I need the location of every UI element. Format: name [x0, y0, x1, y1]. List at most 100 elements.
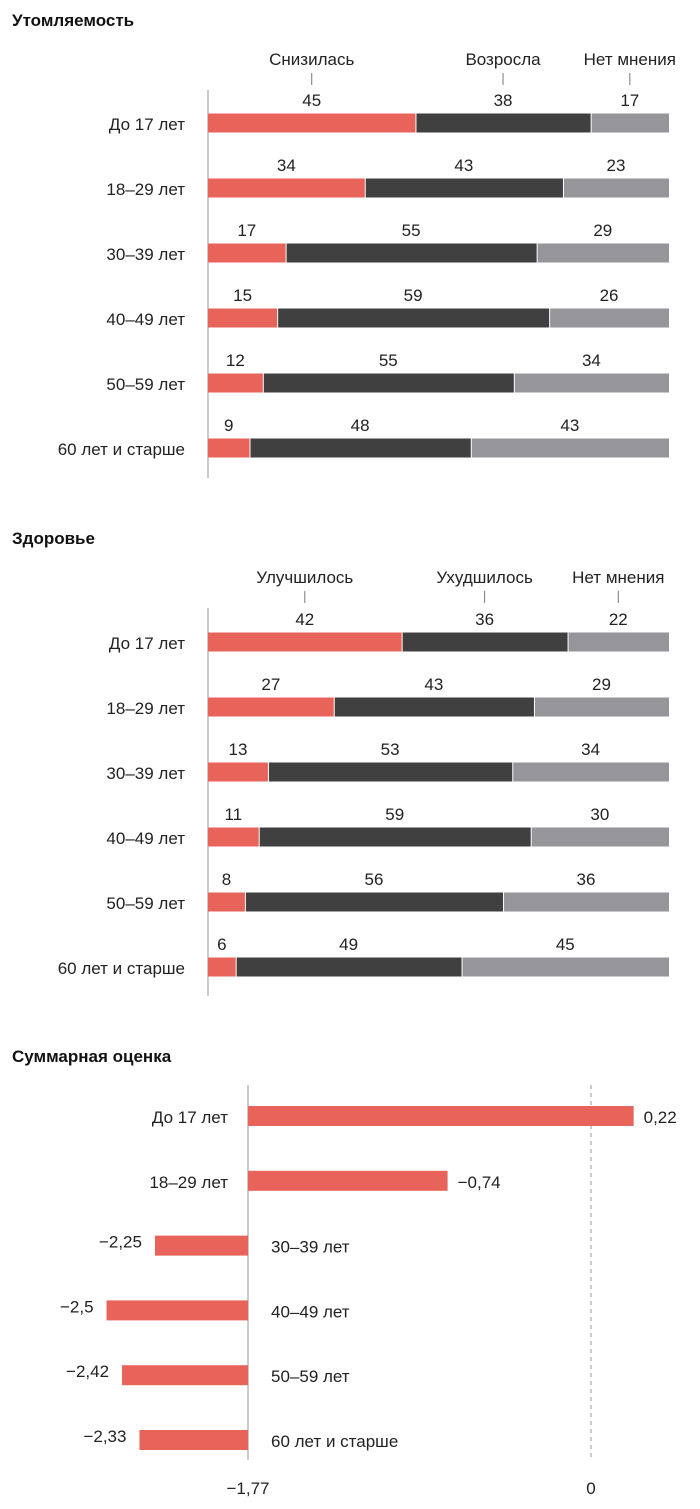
bar-segment-negative — [250, 438, 471, 458]
bar-segment-positive — [208, 373, 263, 393]
category-label: До 17 лет — [109, 634, 185, 653]
bar-segment-positive — [208, 308, 278, 328]
bar-segment-negative — [286, 243, 537, 263]
value-label: 53 — [381, 740, 400, 759]
category-label: 18–29 лет — [106, 699, 185, 718]
value-label: 43 — [424, 675, 443, 694]
value-label: 8 — [222, 870, 231, 889]
category-label: 30–39 лет — [106, 245, 185, 264]
summary-bar — [139, 1430, 248, 1450]
value-label: 56 — [364, 870, 383, 889]
bar-segment-positive — [208, 892, 245, 912]
value-label: −2,33 — [83, 1427, 126, 1446]
bar-segment-positive — [208, 438, 250, 458]
bar-segment-no-opinion — [534, 697, 669, 717]
legend-label: Улучшилось — [256, 568, 353, 587]
value-label: 36 — [475, 610, 494, 629]
category-label: 60 лет и старше — [271, 1432, 398, 1451]
summary-bar — [122, 1365, 248, 1386]
value-label: 26 — [600, 286, 619, 305]
bar-segment-negative — [263, 373, 514, 393]
value-label: 23 — [607, 156, 626, 175]
legend-label: Ухудшилось — [436, 568, 533, 587]
legend-label: Возросла — [465, 50, 541, 69]
value-label: 34 — [581, 740, 600, 759]
value-label: 45 — [556, 935, 575, 954]
value-label: 29 — [593, 221, 612, 240]
value-label: −2,42 — [66, 1362, 109, 1381]
bar-segment-no-opinion — [563, 178, 669, 198]
value-label: 43 — [560, 416, 579, 435]
zero-label: 0 — [586, 1479, 595, 1498]
category-label: 60 лет и старше — [58, 959, 185, 978]
legend-label: Снизилась — [269, 50, 354, 69]
category-label: 18–29 лет — [106, 180, 185, 199]
value-label: 34 — [582, 351, 601, 370]
bar-segment-negative — [416, 113, 591, 133]
bar-segment-no-opinion — [537, 243, 669, 263]
category-label: 40–49 лет — [106, 310, 185, 329]
chart-title: Суммарная оценка — [12, 1047, 172, 1066]
bar-segment-positive — [208, 632, 402, 652]
value-label: 13 — [229, 740, 248, 759]
value-label: 36 — [577, 870, 596, 889]
bar-segment-negative — [402, 632, 568, 652]
bar-segment-positive — [208, 827, 259, 847]
bar-segment-positive — [208, 178, 365, 198]
value-label: 17 — [620, 91, 639, 110]
bar-segment-negative — [259, 827, 531, 847]
bar-segment-no-opinion — [513, 762, 669, 782]
category-label: 60 лет и старше — [58, 440, 185, 459]
category-label: 40–49 лет — [271, 1302, 350, 1321]
bar-segment-no-opinion — [462, 957, 669, 977]
value-label: 55 — [402, 221, 421, 240]
bar-segment-positive — [208, 697, 334, 717]
legend-label: Нет мнения — [572, 568, 664, 587]
value-label: 30 — [590, 805, 609, 824]
value-label: 38 — [494, 91, 513, 110]
value-label: 43 — [454, 156, 473, 175]
category-label: 50–59 лет — [106, 894, 185, 913]
value-label: 15 — [233, 286, 252, 305]
value-label: 59 — [385, 805, 404, 824]
category-label: 30–39 лет — [271, 1238, 350, 1257]
bar-segment-negative — [268, 762, 513, 782]
bar-segment-no-opinion — [531, 827, 669, 847]
chart-title: Здоровье — [12, 529, 95, 548]
value-label: 0,22 — [644, 1108, 677, 1127]
bar-segment-no-opinion — [471, 438, 669, 458]
bar-segment-no-opinion — [550, 308, 669, 328]
bar-segment-no-opinion — [504, 892, 669, 912]
bar-segment-negative — [334, 697, 534, 717]
bar-segment-negative — [245, 892, 504, 912]
value-label: 42 — [295, 610, 314, 629]
bar-segment-no-opinion — [514, 373, 669, 393]
value-label: −2,25 — [99, 1233, 142, 1252]
summary-bar — [248, 1106, 634, 1126]
legend-label: Нет мнения — [584, 50, 676, 69]
value-label: 12 — [226, 351, 245, 370]
category-label: 30–39 лет — [106, 764, 185, 783]
value-label: 34 — [277, 156, 296, 175]
value-label: 59 — [404, 286, 423, 305]
summary-bar — [248, 1170, 448, 1191]
value-label: −2,5 — [60, 1297, 94, 1316]
value-label: −0,74 — [458, 1173, 501, 1192]
value-label: 29 — [592, 675, 611, 694]
category-label: До 17 лет — [109, 115, 185, 134]
baseline-label: −1,77 — [226, 1479, 269, 1498]
summary-bar — [154, 1235, 248, 1256]
bar-segment-no-opinion — [591, 113, 669, 133]
value-label: 48 — [351, 416, 370, 435]
bar-segment-negative — [236, 957, 462, 977]
summary-bar — [106, 1300, 249, 1321]
category-label: До 17 лет — [152, 1108, 228, 1127]
value-label: 55 — [379, 351, 398, 370]
value-label: 17 — [237, 221, 256, 240]
value-label: 45 — [302, 91, 321, 110]
chart-title: Утомляемость — [12, 11, 134, 30]
value-label: 11 — [225, 805, 243, 824]
value-label: 49 — [339, 935, 358, 954]
value-label: 9 — [224, 416, 233, 435]
bar-segment-negative — [278, 308, 550, 328]
